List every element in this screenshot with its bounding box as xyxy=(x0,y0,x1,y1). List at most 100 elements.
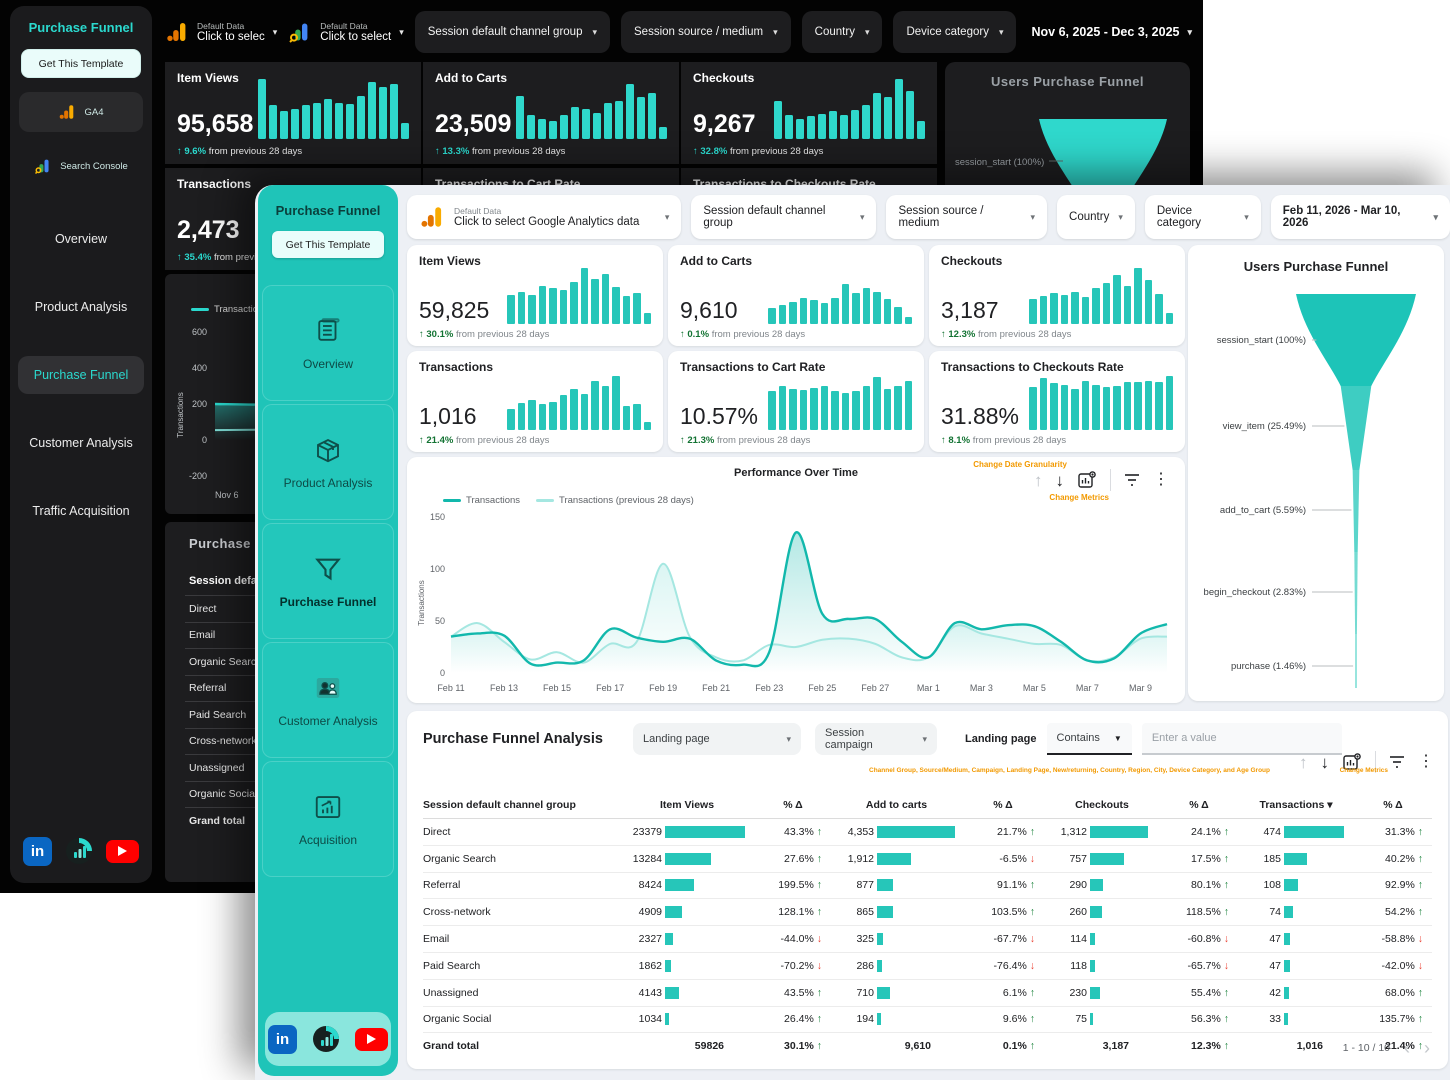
sparkline-bar xyxy=(807,116,815,139)
filter-chip-device-category[interactable]: Device category ▾ xyxy=(893,11,1017,53)
sparkline-bar xyxy=(549,121,557,139)
delta-cell: 0.1% ↑ xyxy=(965,1040,1041,1052)
column-header--[interactable]: % Δ xyxy=(1189,798,1209,811)
sidebar-item-product-analysis[interactable]: Product Analysis xyxy=(34,300,128,314)
sparkline-bar xyxy=(582,109,590,139)
metric-cell: 230 xyxy=(1041,986,1163,999)
sparkline-bar xyxy=(820,302,828,324)
back-data-selector-2[interactable]: Default Data Click to select ▾ xyxy=(288,20,404,44)
sidebar-item-overview[interactable]: Overview xyxy=(54,232,108,246)
column-header-item-views[interactable]: Item Views xyxy=(659,798,715,811)
column-header-checkouts[interactable]: Checkouts xyxy=(1075,798,1129,811)
arrow-down-icon[interactable]: ↓ xyxy=(1320,752,1330,772)
linkedin-icon[interactable]: in xyxy=(23,836,52,866)
arrow-up-icon[interactable]: ↑ xyxy=(1299,752,1308,772)
front-sidebar: Purchase Funnel Get This Template Overvi… xyxy=(258,185,398,1076)
delta-up-icon: ↑ xyxy=(1417,1013,1423,1026)
change-metrics-label: Change Metrics xyxy=(1049,493,1109,502)
svg-text:view_item (25.49%): view_item (25.49%) xyxy=(1223,421,1306,432)
metric-bar xyxy=(877,879,893,892)
delta-cell: 103.5% ↑ xyxy=(965,906,1041,918)
session-campaign-filter-chip[interactable]: Session campaign ▾ xyxy=(815,723,937,755)
landing-page-filter-chip[interactable]: Landing page ▾ xyxy=(633,723,801,755)
kpi-title: Transactions to Checkouts Rate xyxy=(941,360,1124,374)
front-date-range-picker[interactable]: Feb 11, 2026 - Mar 10, 2026 ▾ xyxy=(1270,195,1450,239)
delta-value: 80.1% xyxy=(1191,879,1221,892)
delta-down-icon: ↓ xyxy=(1029,852,1035,865)
chevron-right-icon[interactable]: › xyxy=(1424,1038,1430,1058)
filter-chip-country[interactable]: Country ▾ xyxy=(801,11,883,53)
kebab-menu-icon[interactable]: ⋮ xyxy=(1418,753,1434,770)
column-header--[interactable]: % Δ xyxy=(1383,798,1403,811)
kpi-delta-value: ↑ 12.3% xyxy=(941,329,976,340)
funnel-chart[interactable]: session_start (100%) view_item (25.49%) ad… xyxy=(1188,274,1444,694)
back-topbar: Default Data Click to selec ▾ Default Da… xyxy=(165,8,1192,56)
metric-value: 286 xyxy=(856,959,874,972)
performance-line-chart[interactable]: 0 50 100 150 Transactions Feb 11 Feb 13 Feb 15 F… xyxy=(415,509,1177,697)
youtube-icon[interactable] xyxy=(355,1027,388,1051)
filter-chip-session-default-channel-group[interactable]: Session default channel group ▾ xyxy=(414,11,611,53)
filter-chip-device-category[interactable]: Device category ▾ xyxy=(1144,195,1261,239)
back-get-template-button[interactable]: Get This Template xyxy=(21,49,141,78)
chevron-left-icon[interactable]: ‹ xyxy=(1404,1038,1410,1058)
sidebar-item-overview[interactable]: Overview xyxy=(262,285,394,401)
filter-icon[interactable] xyxy=(1389,755,1405,769)
delta-value: 9.6% xyxy=(1002,1013,1027,1026)
front-data-selector[interactable]: Default Data Click to select Google Anal… xyxy=(407,195,682,239)
metric-bar xyxy=(665,852,711,865)
arrow-up-icon[interactable]: ↑ xyxy=(1034,470,1043,490)
sidebar-item-traffic-acquisition[interactable]: Traffic Acquisition xyxy=(32,504,130,518)
value-filter-input[interactable] xyxy=(1141,723,1342,755)
front-topbar: Default Data Click to select Google Anal… xyxy=(407,195,1450,239)
filter-chip-session-source-medium[interactable]: Session source / medium ▾ xyxy=(621,11,791,53)
sparkline-bar xyxy=(1081,297,1089,324)
back-data-selector-1[interactable]: Default Data Click to selec ▾ xyxy=(165,20,277,44)
metric-bar xyxy=(877,959,883,972)
delta-up-icon: ↑ xyxy=(1417,906,1423,919)
back-date-range-picker[interactable]: Nov 6, 2025 - Dec 3, 2025 ▾ xyxy=(1031,25,1192,39)
sidebar-item-acquisition[interactable]: Acquisition xyxy=(262,761,394,877)
column-header--[interactable]: % Δ xyxy=(783,798,803,811)
back-source-ga4[interactable]: GA4 xyxy=(19,92,143,132)
column-header--[interactable]: % Δ xyxy=(993,798,1013,811)
column-header-transactions[interactable]: Transactions ▾ xyxy=(1259,798,1333,811)
value-filter-operator-select[interactable]: Contains ▼ xyxy=(1046,723,1132,755)
chart-settings-icon[interactable] xyxy=(1342,752,1362,772)
sidebar-item-purchase-funnel[interactable]: Purchase Funnel xyxy=(18,356,144,394)
arrow-down-icon[interactable]: ↓ xyxy=(1055,470,1065,490)
youtube-icon[interactable] xyxy=(106,839,139,863)
delta-cell: 135.7% ↑ xyxy=(1357,1013,1429,1025)
linkedin-icon[interactable]: in xyxy=(268,1024,297,1054)
sidebar-item-customer-analysis[interactable]: Customer Analysis xyxy=(262,642,394,758)
sidebar-item-customer-analysis[interactable]: Customer Analysis xyxy=(29,436,133,450)
metric-value: 1,312 xyxy=(1060,825,1087,838)
metric-bar xyxy=(877,986,890,999)
delta-value: 27.6% xyxy=(784,852,814,865)
front-get-template-button[interactable]: Get This Template xyxy=(272,231,384,258)
sparkline-bar xyxy=(516,95,524,139)
brand-logo-icon[interactable] xyxy=(310,1023,342,1055)
filter-chip-label: Device category xyxy=(1156,205,1201,229)
column-header-add-to-carts[interactable]: Add to carts xyxy=(865,798,928,811)
delta-cell: 92.9% ↑ xyxy=(1357,879,1429,891)
sparkline-bar xyxy=(818,113,826,139)
sparkline-bar xyxy=(559,290,567,324)
filter-chip-country[interactable]: Country ▾ xyxy=(1057,195,1135,239)
column-header-session-default-channel-group[interactable]: Session default channel group xyxy=(423,798,576,811)
filter-chip-session-source-medium[interactable]: Session source / medium ▾ xyxy=(886,195,1048,239)
ga-logo-icon xyxy=(58,103,76,121)
back-sidebar: Purchase Funnel Get This Template GA4 Se… xyxy=(10,6,152,883)
sidebar-item-purchase-funnel[interactable]: Purchase Funnel xyxy=(262,523,394,639)
metric-bar xyxy=(1090,959,1096,972)
filter-chip-session-default-channel-group[interactable]: Session default channel group ▾ xyxy=(691,195,877,239)
brand-logo-icon[interactable] xyxy=(63,835,95,867)
delta-down-icon: ↓ xyxy=(1223,933,1229,946)
sparkline-bar xyxy=(570,282,578,324)
product-box-icon xyxy=(313,435,343,465)
sidebar-item-product-analysis[interactable]: Product Analysis xyxy=(262,404,394,520)
kebab-menu-icon[interactable]: ⋮ xyxy=(1153,471,1169,488)
chart-settings-icon[interactable] xyxy=(1077,470,1097,490)
back-source-search-console[interactable]: Search Console xyxy=(19,146,143,186)
delta-value: 199.5% xyxy=(778,879,814,892)
filter-icon[interactable] xyxy=(1124,473,1140,487)
